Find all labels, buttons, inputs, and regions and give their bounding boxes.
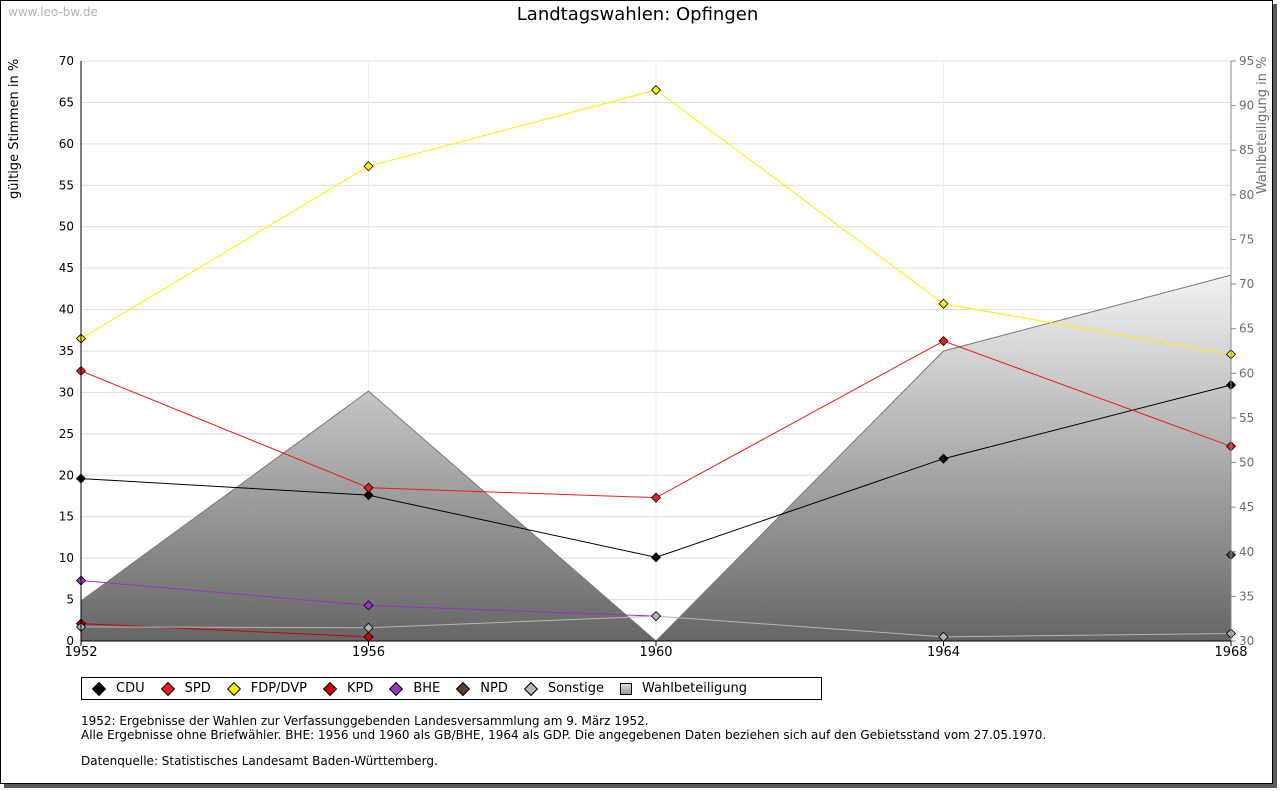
legend-label: CDU — [116, 681, 145, 696]
y2-tick-label: 45 — [1239, 500, 1254, 514]
turnout-area-fill — [81, 275, 1231, 641]
data-point — [938, 453, 949, 464]
legend-marker — [322, 681, 338, 696]
data-point — [363, 482, 374, 493]
data-point — [650, 84, 662, 96]
y2-axis-label: Wahlbeteiligung in % — [1255, 57, 1270, 194]
legend-label: BHE — [413, 681, 441, 696]
legend-label: FDP/DVP — [250, 681, 307, 696]
y-tick-label: 25 — [59, 427, 74, 441]
y-tick-label: 70 — [59, 54, 74, 68]
data-point — [363, 161, 374, 172]
legend-marker — [226, 681, 241, 696]
legend-label: SPD — [184, 681, 211, 696]
y2-tick-label: 60 — [1239, 366, 1254, 380]
y2-tick-label: 80 — [1239, 188, 1254, 202]
tick-labels: 0 5 10 15 20 25 30 35 40 45 50 55 60 65 70 30 35 40 45 50 55… — [59, 54, 1255, 660]
legend-item: Sonstige — [523, 681, 605, 696]
y-tick-label: 45 — [59, 261, 74, 275]
data-point — [363, 622, 374, 633]
y2-tick-label: 30 — [1239, 634, 1254, 648]
x-tick-label: 1968 — [1214, 645, 1247, 660]
y2-tick-label: 70 — [1239, 277, 1254, 291]
legend-item: BHE — [389, 681, 440, 696]
x-tick-label: 1956 — [352, 645, 385, 660]
note-line-1: 1952: Ergebnisse der Wahlen zur Verfassu… — [81, 714, 649, 728]
y2-tick-label: 55 — [1239, 411, 1254, 425]
chart-title: Landtagswahlen: Opfingen — [516, 4, 759, 25]
y2-tick-label: 35 — [1239, 589, 1254, 603]
legend-label: NPD — [480, 681, 508, 696]
legend-label: KPD — [346, 681, 374, 696]
data-point — [650, 552, 662, 563]
legend-marker — [160, 681, 175, 696]
y2-tick-label: 90 — [1239, 99, 1254, 113]
legend-item: Wahlbeteiligung — [620, 681, 747, 696]
y2-tick-label: 40 — [1239, 545, 1254, 559]
legend-item: SPD — [160, 681, 211, 696]
x-tick-label: 1952 — [64, 645, 97, 660]
data-point — [650, 611, 662, 622]
legend-marker — [91, 681, 107, 696]
legend-label: Wahlbeteiligung — [642, 681, 748, 696]
legend-marker — [523, 681, 538, 696]
y2-tick-label: 50 — [1239, 456, 1254, 470]
data-point — [938, 298, 949, 309]
y-tick-label: 60 — [59, 137, 74, 151]
series-spd — [75, 335, 1237, 503]
legend-marker — [389, 681, 404, 696]
y-tick-label: 30 — [59, 385, 74, 399]
y2-tick-label: 75 — [1239, 232, 1254, 246]
legend-item: FDP/DVP — [226, 681, 307, 696]
y-axis-label: gültige Stimmen in % — [7, 59, 22, 199]
note-line-2: Alle Ergebnisse ohne Briefwähler. BHE: 1… — [81, 728, 1047, 742]
data-point — [363, 600, 374, 611]
legend-label: Sonstige — [547, 681, 605, 696]
footnotes: 1952: Ergebnisse der Wahlen zur Verfassu… — [81, 714, 1046, 768]
x-tick-label: 1964 — [927, 645, 960, 660]
y2-tick-label: 85 — [1239, 143, 1254, 157]
note-source: Datenquelle: Statistisches Landesamt Bad… — [81, 754, 438, 768]
y-tick-label: 5 — [66, 593, 74, 607]
legend-item: KPD — [322, 681, 374, 696]
y-tick-label: 20 — [59, 468, 74, 482]
legend-item: CDU — [91, 681, 145, 696]
watermark: www.leo-bw.de — [8, 5, 98, 19]
y-tick-label: 10 — [59, 551, 74, 565]
y2-tick-label: 95 — [1239, 54, 1254, 68]
y-tick-label: 50 — [59, 220, 74, 234]
y-tick-label: 15 — [59, 510, 74, 524]
data-point — [363, 490, 374, 501]
y-tick-label: 55 — [59, 178, 74, 192]
series-lines — [75, 84, 1237, 642]
legend-marker — [620, 682, 633, 695]
y-tick-label: 65 — [59, 95, 74, 109]
series-line — [80, 623, 369, 638]
y-tick-label: 0 — [66, 634, 74, 648]
series-fdpdvp — [75, 84, 1237, 360]
legend: CDU SPD FDP/DVP KPD BHE NPD Sonstige Wahlbeteil… — [81, 677, 822, 700]
y2-tick-label: 65 — [1239, 322, 1254, 336]
data-point — [938, 335, 949, 347]
axes — [80, 60, 1236, 646]
data-point — [650, 492, 662, 503]
legend-marker — [456, 681, 471, 696]
series-sonstige — [75, 611, 1237, 642]
x-tick-label: 1960 — [639, 645, 672, 660]
chart-area: 0 5 10 15 20 25 30 35 40 45 50 55 60 65 70 30 35 40 45 50 55… — [7, 54, 1270, 660]
legend-item: NPD — [456, 681, 508, 696]
y-tick-label: 40 — [59, 303, 74, 317]
y-tick-label: 35 — [59, 344, 74, 358]
